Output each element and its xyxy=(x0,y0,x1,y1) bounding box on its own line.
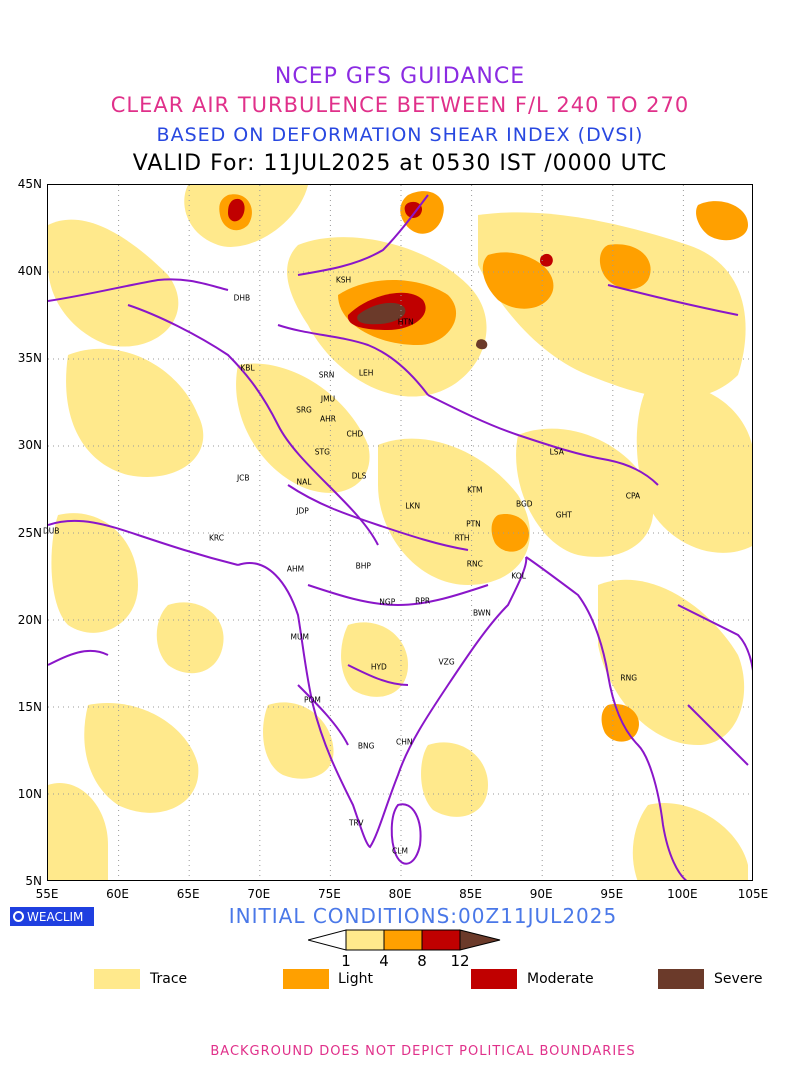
city-label-chn: CHN xyxy=(395,737,413,747)
city-label-stg: STG xyxy=(314,447,330,457)
city-label-krc: KRC xyxy=(208,533,224,542)
city-label-ptn: PTN xyxy=(466,519,481,528)
lat-label-20n: 20N xyxy=(17,613,42,627)
legend-swatch-severe xyxy=(658,969,704,989)
city-label-kol: KOL xyxy=(511,571,526,581)
legend-swatch-light xyxy=(283,969,329,989)
lon-label-90e: 90E xyxy=(529,887,553,901)
city-label-jcb: JCB xyxy=(236,473,250,483)
boundary-lines xyxy=(48,194,752,880)
city-label-ksh: KSH xyxy=(335,275,352,285)
boundary-disclaimer: BACKGROUND DOES NOT DEPICT POLITICAL BOU… xyxy=(210,1044,636,1059)
city-label-ktm: KTM xyxy=(467,485,483,495)
turbulence-map xyxy=(47,184,753,881)
city-label-jdp: JDP xyxy=(296,506,309,516)
trace-turbulence-areas xyxy=(48,185,752,880)
lat-label-35n: 35N xyxy=(17,351,42,365)
city-label-trv: TRV xyxy=(348,818,364,828)
city-label-lkn: LKN xyxy=(405,501,421,511)
title-method: BASED ON DEFORMATION SHEAR INDEX (DVSI) xyxy=(156,124,644,146)
city-label-bng: BNG xyxy=(357,741,375,751)
logo-circle-icon xyxy=(13,911,24,922)
colorbar-tick-8: 8 xyxy=(417,952,427,970)
city-label-htn: HTN xyxy=(397,317,414,327)
colorbar xyxy=(308,929,501,951)
initial-conditions: INITIAL CONDITIONS:00Z11JUL2025 xyxy=(228,904,618,928)
city-label-srg: SRG xyxy=(296,405,312,415)
city-label-hyd: HYD xyxy=(370,662,387,672)
lon-label-55e: 55E xyxy=(35,887,59,901)
city-label-cpa: CPA xyxy=(625,491,641,500)
legend-label-light: Light xyxy=(338,971,373,987)
lat-label-15n: 15N xyxy=(17,700,42,714)
city-label-jmu: JMU xyxy=(320,394,336,404)
lat-label-40n: 40N xyxy=(17,264,42,278)
weaclim-logo: WEACLIM xyxy=(10,907,94,926)
lat-label-10n: 10N xyxy=(17,787,42,801)
city-label-rnc: RNC xyxy=(466,559,483,569)
title-valid-time: VALID For: 11JUL2025 at 0530 IST /0000 U… xyxy=(132,151,668,176)
city-label-leh: LEH xyxy=(358,368,374,378)
logo-text: WEACLIM xyxy=(27,909,84,924)
lat-label-5n: 5N xyxy=(25,874,42,888)
city-label-ngp: NGP xyxy=(379,597,396,607)
legend-label-moderate: Moderate xyxy=(527,971,594,987)
lon-label-105e: 105E xyxy=(737,887,769,901)
city-label-pom: POM xyxy=(304,695,321,705)
title-product: CLEAR AIR TURBULENCE BETWEEN F/L 240 TO … xyxy=(110,93,690,117)
city-label-vzg: VZG xyxy=(438,657,455,667)
city-label-nal: NAL xyxy=(296,477,312,486)
colorbar-severe-arrow xyxy=(459,929,501,951)
city-label-dub: DUB xyxy=(43,526,60,535)
city-label-ght: GHT xyxy=(555,510,572,520)
city-label-dls: DLS xyxy=(351,471,367,481)
city-label-rpr: RPR xyxy=(415,596,431,605)
lon-label-75e: 75E xyxy=(317,887,341,901)
colorbar-tick-4: 4 xyxy=(379,952,389,970)
colorbar-tick-12: 12 xyxy=(450,952,470,970)
city-label-rng: RNG xyxy=(620,673,638,682)
legend-label-trace: Trace xyxy=(150,971,188,987)
city-label-dhb: DHB xyxy=(233,293,251,303)
city-label-chd: CHD xyxy=(346,429,364,439)
colorbar-low-arrow xyxy=(308,929,347,951)
lon-label-85e: 85E xyxy=(459,887,483,901)
map-canvas xyxy=(48,185,752,880)
legend-label-severe: Severe xyxy=(714,971,763,987)
lon-label-95e: 95E xyxy=(600,887,624,901)
city-label-rth: RTH xyxy=(454,533,470,542)
city-label-clm: CLM xyxy=(392,846,408,856)
colorbar-moderate xyxy=(421,929,461,951)
city-label-lsa: LSA xyxy=(549,447,564,457)
legend-swatch-trace xyxy=(94,969,140,989)
city-label-ahm: AHM xyxy=(286,564,305,574)
title-model: NCEP GFS GUIDANCE xyxy=(274,64,526,89)
lon-label-65e: 65E xyxy=(176,887,200,901)
city-label-bgd: BGD xyxy=(515,499,533,509)
colorbar-trace xyxy=(345,929,385,951)
lat-label-45n: 45N xyxy=(17,177,42,191)
city-label-bhp: BHP xyxy=(355,561,371,570)
lon-label-60e: 60E xyxy=(106,887,130,901)
lon-label-70e: 70E xyxy=(247,887,271,901)
lat-label-30n: 30N xyxy=(17,438,42,452)
city-label-ahr: AHR xyxy=(319,414,336,423)
legend-swatch-moderate xyxy=(471,969,517,989)
city-label-mum: MUM xyxy=(290,632,309,642)
severe-turbulence-areas xyxy=(357,302,488,350)
lon-label-100e: 100E xyxy=(667,887,698,901)
colorbar-light xyxy=(383,929,423,951)
colorbar-tick-1: 1 xyxy=(341,952,351,970)
lat-label-25n: 25N xyxy=(17,526,42,540)
lon-label-80e: 80E xyxy=(388,887,412,901)
city-label-bwn: BWN xyxy=(472,608,491,618)
city-label-kbl: KBL xyxy=(240,363,255,373)
city-label-srn: SRN xyxy=(318,370,335,380)
